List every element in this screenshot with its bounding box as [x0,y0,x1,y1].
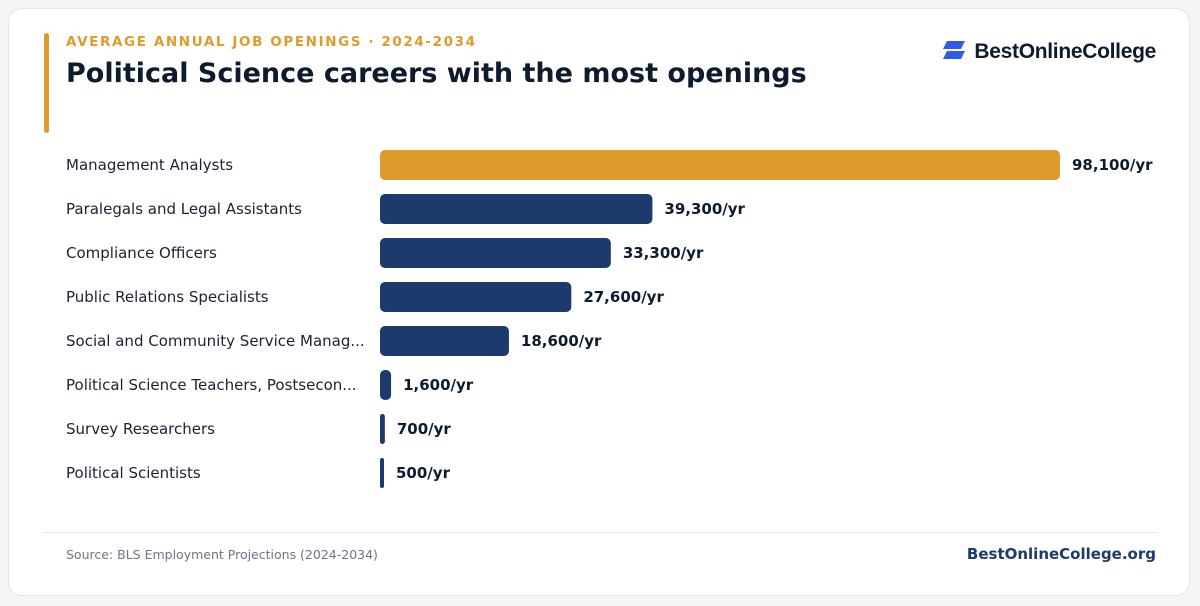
bar[interactable] [380,414,385,444]
chart-subtitle: AVERAGE ANNUAL JOB OPENINGS · 2024-2034 [66,34,477,50]
category-label: Political Science Teachers, Postsecon... [66,376,357,394]
bar[interactable] [380,150,1060,180]
value-label: 39,300/yr [664,200,745,218]
source-note: Source: BLS Employment Projections (2024… [66,547,378,562]
category-label: Survey Researchers [66,420,215,438]
category-label: Social and Community Service Manag... [66,332,365,350]
site-link[interactable]: BestOnlineCollege.org [966,545,1156,563]
bar[interactable] [380,370,392,400]
footer-divider [44,532,1156,533]
brand-name: BestOnlineCollege [974,40,1156,63]
brand-logo-icon [941,40,967,64]
value-label: 500/yr [396,464,451,482]
bar[interactable] [380,458,384,488]
value-label: 18,600/yr [521,332,602,350]
category-label: Management Analysts [66,156,233,174]
category-label: Compliance Officers [66,244,217,262]
bar[interactable] [380,238,611,268]
bar[interactable] [380,326,509,356]
accent-bar [44,33,49,133]
bar-chart: Management Analysts 98,100/yr Paralegals a… [66,150,1153,488]
brand-logo[interactable]: BestOnlineCollege [941,40,1156,64]
category-label: Paralegals and Legal Assistants [66,200,302,218]
value-label: 27,600/yr [583,288,664,306]
bar[interactable] [380,282,572,312]
chart-title: Political Science careers with the most … [66,58,807,89]
value-label: 98,100/yr [1072,156,1153,174]
bar[interactable] [380,194,653,224]
value-label: 33,300/yr [623,244,704,262]
value-label: 1,600/yr [403,376,474,394]
category-label: Public Relations Specialists [66,288,269,306]
chart-card [8,8,1190,596]
value-label: 700/yr [397,420,452,438]
category-label: Political Scientists [66,464,201,482]
